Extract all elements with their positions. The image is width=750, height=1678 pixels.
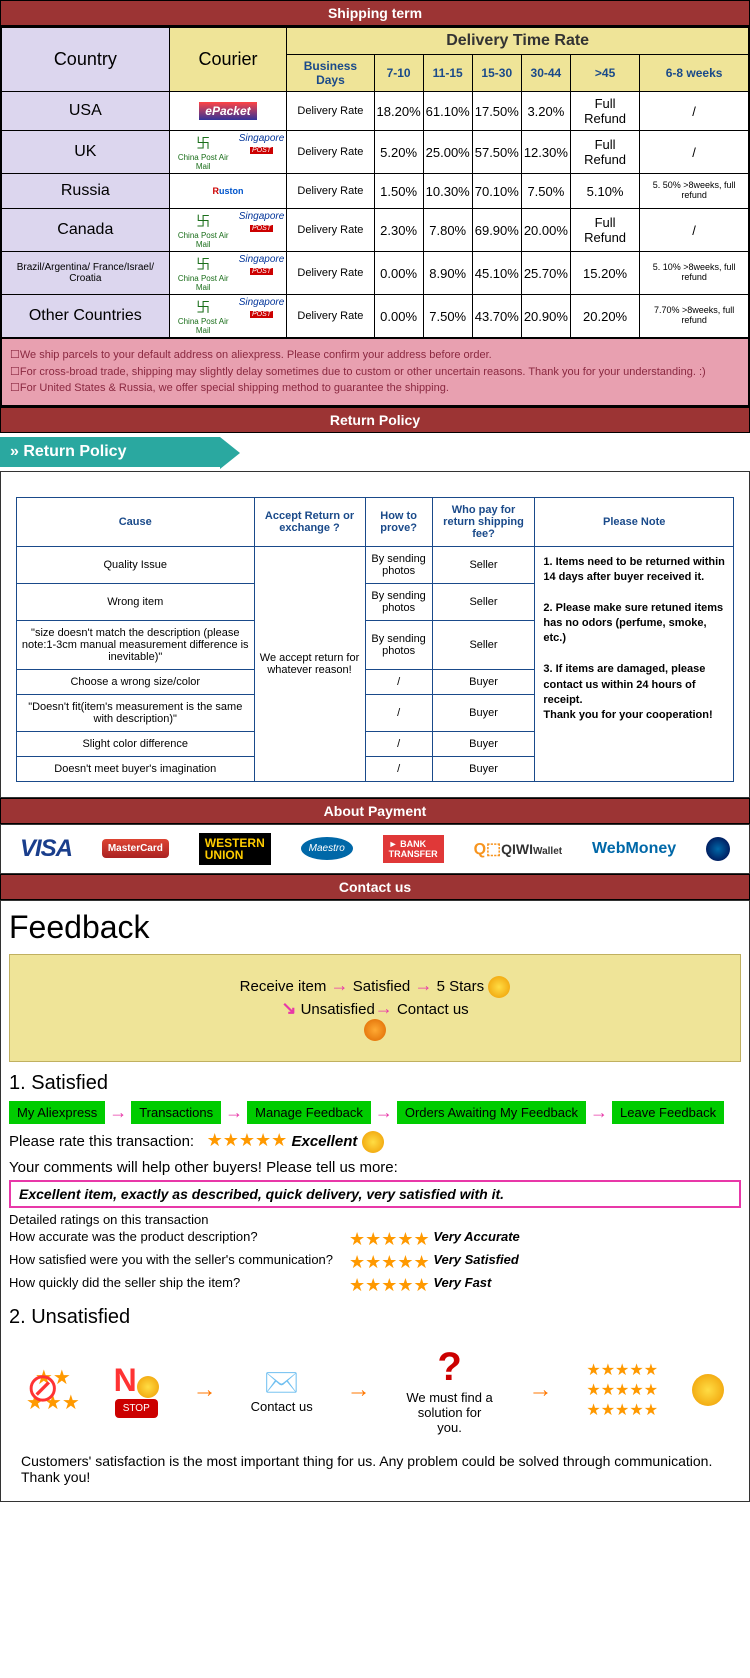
shipping-table: Country Courier Delivery Time Rate Busin… [0,26,750,339]
unsatisfied-flow: ★★★★★⊘ N STOP → ✉️ Contact us → ? We mus… [9,1335,741,1445]
western-union-logo: WESTERNUNION [199,833,271,865]
payment-header: About Payment [0,798,750,824]
sub-col: 30-44 [521,55,570,92]
no-stars-icon: ★★★★★⊘ [26,1365,80,1415]
satisfied-title: 1. Satisfied [9,1072,741,1095]
sub-col: 6-8 weeks [640,55,749,92]
return-col: How to prove? [365,497,432,546]
smile-icon [362,1131,384,1153]
shipping-row: Canada卐China Post Air MailSingaporePOSTD… [1,209,749,252]
question-icon: ? [437,1345,461,1389]
col-delivery: Delivery Time Rate [287,27,749,55]
return-header: Return Policy [0,407,750,433]
visa-logo: VISA [20,835,72,863]
return-col: Who pay for return shipping fee? [432,497,535,546]
unsatisfied-title: 2. Unsatisfied [9,1306,741,1329]
feedback-title: Feedback [9,909,741,946]
feedback-step: Leave Feedback [612,1101,724,1124]
return-col: Please Note [535,497,734,546]
sub-col: 15-30 [472,55,521,92]
sad-icon [364,1019,386,1041]
sub-col: 11-15 [423,55,472,92]
shipping-header: Shipping term [0,0,750,26]
return-banner: » Return Policy [0,437,220,467]
sub-col: Business Days [287,55,374,92]
feedback-section: Feedback Receive item → Satisfied → 5 St… [0,900,750,1502]
happy-icon [488,976,510,998]
arrow-icon: → [528,1376,552,1404]
comments-label: Your comments will help other buyers! Pl… [9,1159,741,1176]
maestro-logo: Maestro [301,837,353,860]
col-country: Country [1,27,169,92]
arrow-icon: → [347,1376,371,1404]
feedback-steps: My Aliexpress→Transactions→Manage Feedba… [9,1101,741,1124]
sub-col: 7-10 [374,55,423,92]
qiwi-logo: Q⬚QIWIWallet [474,839,563,859]
comment-box: Excellent item, exactly as described, qu… [9,1180,741,1208]
feedback-step: Manage Feedback [247,1101,371,1124]
bank-transfer-logo: ► BANKTRANSFER [383,835,444,863]
feedback-step: My Aliexpress [9,1101,105,1124]
feedback-flow: Receive item → Satisfied → 5 Stars ↘ Uns… [9,954,741,1062]
feedback-step: Orders Awaiting My Feedback [397,1101,586,1124]
shipping-row: UK卐China Post Air MailSingaporePOSTDeliv… [1,131,749,174]
shipping-row: Other Countries卐China Post Air MailSinga… [1,295,749,339]
return-policy-box: CauseAccept Return or exchange ?How to p… [0,471,750,798]
payment-methods: VISA MasterCard WESTERNUNION Maestro ► B… [0,824,750,874]
mastercard-logo: MasterCard [102,839,169,858]
feedback-step: Transactions [131,1101,221,1124]
arrow-icon: → [193,1376,217,1404]
shipping-row: Brazil/Argentina/ France/Israel/ Croatia… [1,252,749,295]
shipping-notes: ☐We ship parcels to your default address… [0,339,750,407]
sub-col: >45 [570,55,639,92]
worried-icon [137,1376,159,1398]
webmoney-icon [706,837,730,861]
shipping-row: USAePacketDelivery Rate18.20%61.10%17.50… [1,92,749,131]
col-courier: Courier [169,27,287,92]
return-col: Accept Return or exchange ? [254,497,365,546]
stop-icon: STOP [115,1399,158,1418]
return-row: Quality IssueWe accept return for whatev… [17,546,734,583]
footer-note: Customers' satisfaction is the most impo… [9,1445,741,1493]
webmoney-logo: WebMoney [592,840,676,858]
contact-header: Contact us [0,874,750,900]
shipping-row: RussiaRustonDelivery Rate1.50%10.30%70.1… [1,174,749,209]
happy-icon [692,1374,724,1406]
return-col: Cause [17,497,255,546]
return-table: CauseAccept Return or exchange ?How to p… [16,497,734,782]
